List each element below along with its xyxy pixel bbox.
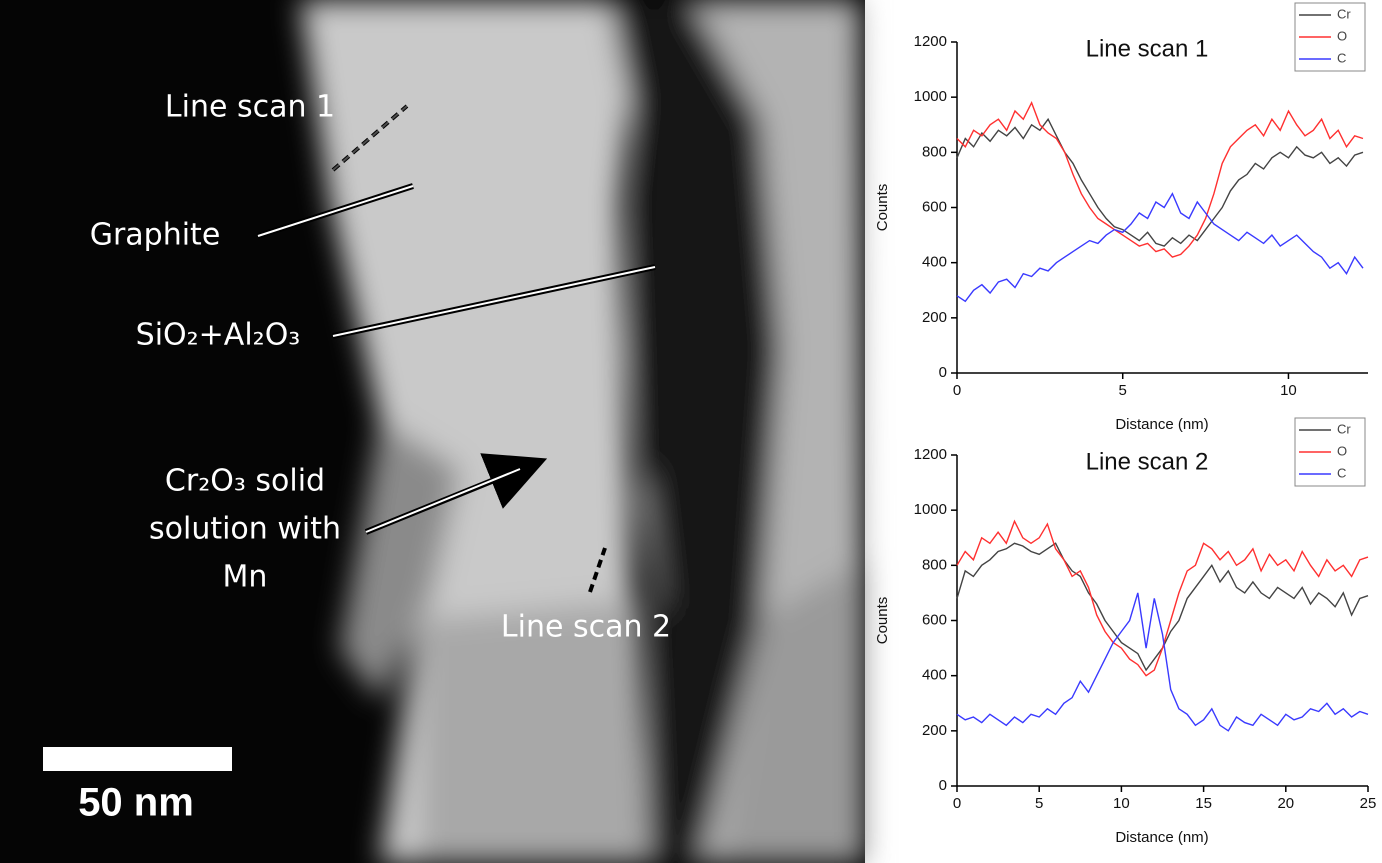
x-tick-label: 10 <box>1280 382 1297 399</box>
y-tick-label: 1200 <box>914 33 947 50</box>
y-tick-label: 1000 <box>914 88 947 105</box>
y-tick-label: 600 <box>922 611 947 628</box>
annotation: solution with <box>149 512 341 547</box>
tem-image: Line scan 1 Graphite SiO₂+Al₂O₃ Cr₂O₃ so… <box>0 0 865 863</box>
y-tick-label: 600 <box>922 198 947 215</box>
x-tick-label: 25 <box>1360 795 1377 812</box>
x-axis-label: Distance (nm) <box>1115 829 1208 846</box>
y-tick-label: 800 <box>922 143 947 160</box>
legend-label: Cr <box>1337 6 1351 21</box>
chart-title: Line scan 2 <box>1086 448 1209 475</box>
x-tick-label: 20 <box>1277 795 1294 812</box>
legend-label: Cr <box>1337 421 1351 436</box>
x-tick-label: 0 <box>953 795 961 812</box>
x-tick-label: 15 <box>1195 795 1212 812</box>
annotation: Line scan 2 <box>501 610 671 645</box>
data-line <box>956 192 1364 303</box>
y-tick-label: 800 <box>922 556 947 573</box>
annotation: Graphite <box>90 218 221 253</box>
legend-label: C <box>1337 465 1346 480</box>
legend-label: O <box>1337 28 1347 43</box>
annotation: Mn <box>223 560 268 595</box>
x-tick-label: 0 <box>953 382 961 399</box>
chart-title: Line scan 1 <box>1086 35 1209 62</box>
data-line <box>956 592 1369 732</box>
legend-label: C <box>1337 50 1346 65</box>
y-tick-label: 200 <box>922 309 947 326</box>
data-line <box>956 117 1364 247</box>
data-line <box>956 542 1369 672</box>
data-line <box>956 519 1369 677</box>
y-tick-label: 1200 <box>914 446 947 463</box>
y-tick-label: 0 <box>939 364 947 381</box>
scale-bar <box>43 747 232 771</box>
x-tick-label: 5 <box>1035 795 1043 812</box>
y-axis-label: Counts <box>874 184 891 232</box>
x-tick-label: 5 <box>1119 382 1127 399</box>
annotation: SiO₂+Al₂O₃ <box>136 318 301 353</box>
y-axis-label: Counts <box>874 597 891 645</box>
y-tick-label: 200 <box>922 722 947 739</box>
x-axis-label: Distance (nm) <box>1115 416 1208 433</box>
annotation: Cr₂O₃ solid <box>165 464 325 499</box>
x-tick-label: 10 <box>1113 795 1130 812</box>
y-tick-label: 0 <box>939 777 947 794</box>
y-tick-label: 400 <box>922 254 947 271</box>
legend-label: O <box>1337 443 1347 458</box>
scale-bar-label: 50 nm <box>78 781 194 825</box>
y-tick-label: 1000 <box>914 501 947 518</box>
data-line <box>956 100 1364 258</box>
y-tick-label: 400 <box>922 667 947 684</box>
annotation: Line scan 1 <box>165 90 335 125</box>
